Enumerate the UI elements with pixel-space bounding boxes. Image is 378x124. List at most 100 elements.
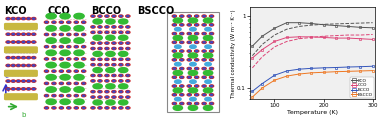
Circle shape — [33, 80, 35, 82]
Circle shape — [195, 103, 198, 104]
Circle shape — [53, 107, 55, 108]
Circle shape — [99, 26, 101, 28]
Circle shape — [126, 58, 130, 60]
Circle shape — [74, 38, 84, 43]
Circle shape — [106, 16, 108, 17]
Circle shape — [211, 77, 213, 78]
Circle shape — [112, 96, 116, 98]
Circle shape — [173, 50, 175, 52]
Circle shape — [187, 24, 191, 26]
Circle shape — [188, 77, 191, 78]
Circle shape — [202, 15, 206, 17]
Circle shape — [99, 96, 101, 98]
Circle shape — [209, 24, 214, 26]
Circle shape — [181, 16, 183, 17]
Circle shape — [126, 47, 130, 50]
Circle shape — [106, 48, 108, 49]
Circle shape — [175, 45, 181, 48]
Circle shape — [6, 41, 10, 43]
Circle shape — [28, 88, 30, 90]
Circle shape — [67, 82, 71, 85]
Circle shape — [68, 95, 70, 96]
Circle shape — [105, 91, 109, 93]
Circle shape — [60, 83, 62, 84]
Circle shape — [22, 65, 25, 66]
Circle shape — [127, 96, 129, 98]
Circle shape — [33, 18, 35, 19]
Circle shape — [195, 16, 198, 17]
Circle shape — [119, 84, 128, 89]
Circle shape — [195, 15, 199, 17]
Circle shape — [91, 96, 95, 98]
Circle shape — [45, 107, 48, 108]
Circle shape — [209, 59, 214, 61]
Circle shape — [202, 41, 206, 43]
Circle shape — [12, 34, 14, 35]
Circle shape — [7, 41, 9, 43]
Circle shape — [59, 94, 64, 97]
Circle shape — [74, 21, 78, 23]
Circle shape — [52, 82, 56, 85]
Circle shape — [190, 80, 196, 83]
Circle shape — [203, 18, 213, 23]
Circle shape — [195, 59, 198, 60]
Circle shape — [119, 47, 123, 50]
Circle shape — [211, 42, 213, 43]
Circle shape — [209, 85, 214, 87]
Circle shape — [119, 96, 123, 98]
Circle shape — [92, 16, 94, 17]
Circle shape — [6, 33, 10, 35]
Circle shape — [181, 33, 183, 34]
Circle shape — [52, 58, 56, 60]
Circle shape — [99, 48, 101, 49]
Circle shape — [181, 59, 183, 60]
Circle shape — [203, 35, 213, 40]
Circle shape — [28, 57, 30, 58]
Circle shape — [16, 80, 20, 82]
Circle shape — [181, 24, 183, 25]
Circle shape — [195, 42, 198, 43]
Circle shape — [17, 41, 20, 43]
Circle shape — [106, 80, 108, 81]
Circle shape — [203, 16, 205, 17]
Circle shape — [205, 28, 211, 31]
Circle shape — [44, 58, 49, 60]
Circle shape — [195, 67, 199, 70]
Circle shape — [82, 107, 86, 109]
Circle shape — [126, 31, 130, 33]
Circle shape — [188, 53, 198, 58]
Circle shape — [11, 88, 15, 90]
Circle shape — [195, 24, 198, 25]
Circle shape — [126, 26, 130, 28]
Circle shape — [203, 88, 213, 93]
Text: b: b — [21, 112, 25, 118]
Circle shape — [112, 42, 116, 44]
Circle shape — [195, 41, 199, 43]
Circle shape — [106, 32, 108, 33]
Circle shape — [205, 62, 211, 66]
Circle shape — [33, 34, 35, 35]
Circle shape — [195, 85, 199, 87]
Circle shape — [209, 41, 214, 43]
Circle shape — [120, 16, 122, 17]
Circle shape — [126, 107, 130, 109]
Circle shape — [119, 68, 128, 73]
Circle shape — [91, 91, 95, 93]
Circle shape — [46, 13, 56, 19]
Circle shape — [113, 107, 115, 108]
Circle shape — [180, 85, 184, 87]
Circle shape — [32, 41, 36, 43]
FancyBboxPatch shape — [5, 94, 37, 100]
Circle shape — [105, 26, 109, 28]
Circle shape — [74, 33, 78, 36]
Circle shape — [188, 105, 198, 110]
Circle shape — [112, 26, 116, 28]
Circle shape — [67, 70, 71, 72]
Circle shape — [74, 26, 84, 31]
Circle shape — [173, 103, 175, 104]
Circle shape — [7, 34, 9, 35]
Circle shape — [119, 51, 128, 56]
Circle shape — [68, 58, 70, 60]
Circle shape — [105, 47, 109, 50]
Circle shape — [202, 32, 206, 35]
